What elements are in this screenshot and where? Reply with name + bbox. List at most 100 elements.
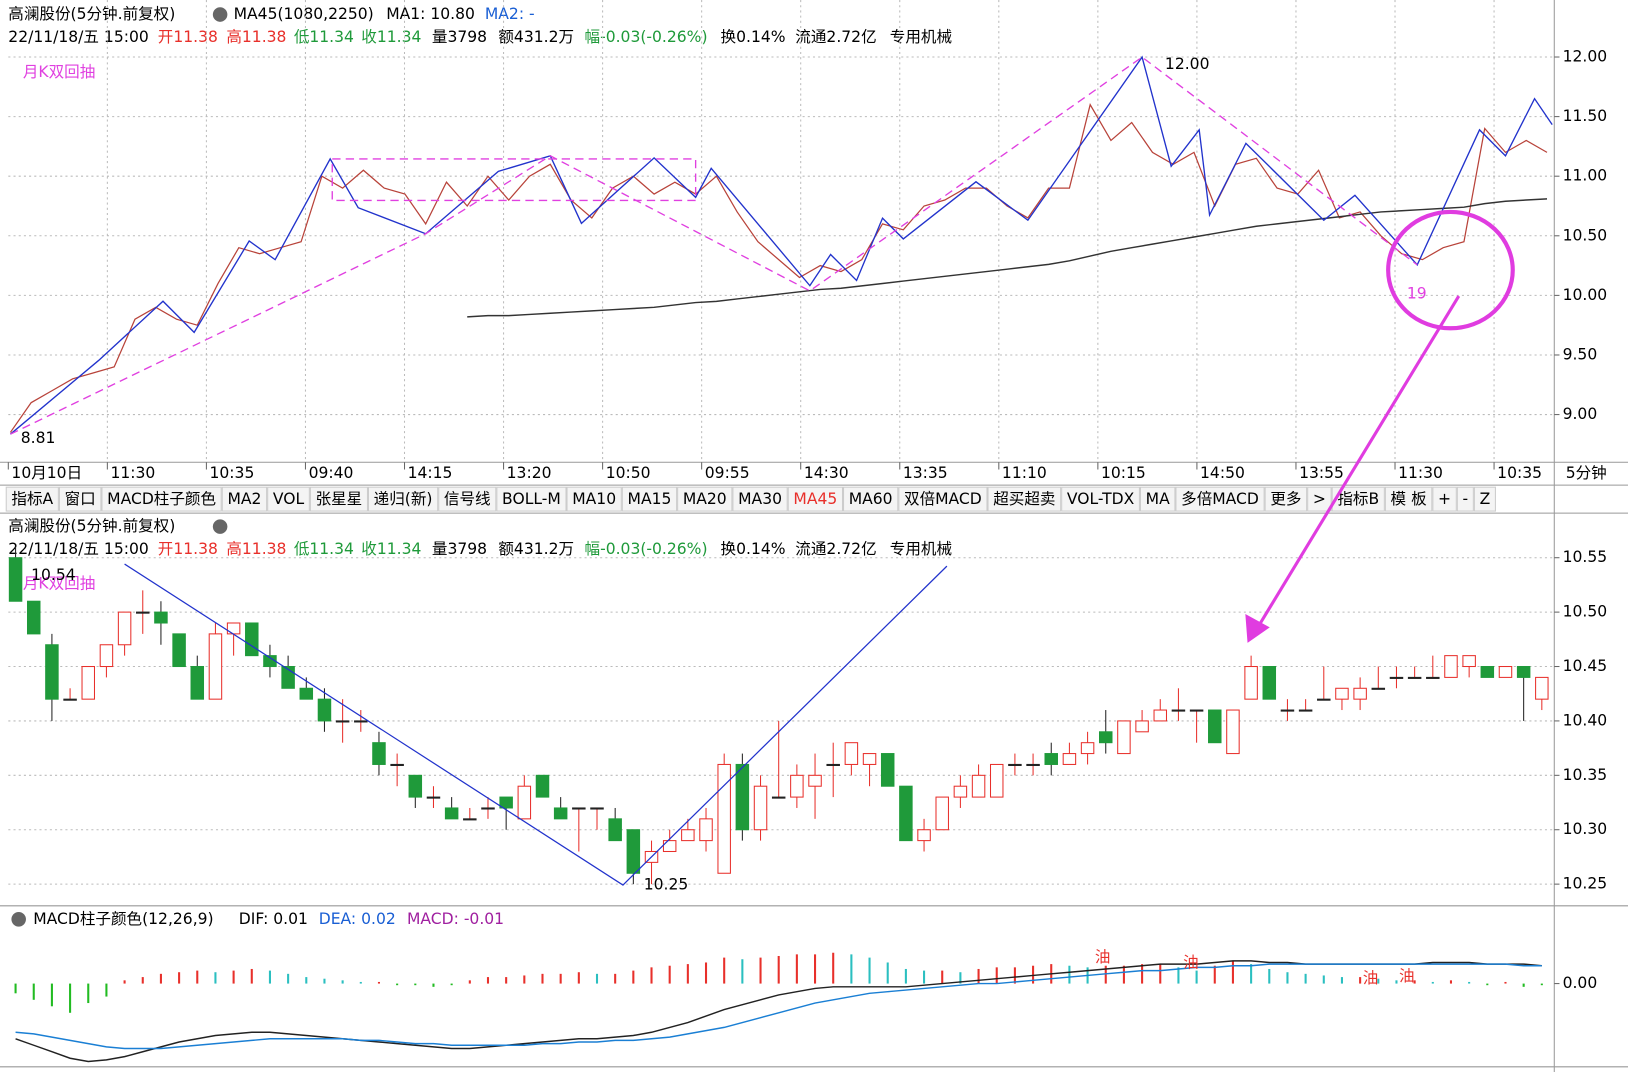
button-label: BOLL-M [502,490,561,508]
toolbar-button[interactable]: 窗口 [58,486,102,512]
toolbar-button[interactable]: MA [1139,486,1176,512]
button-frame [438,486,497,512]
candle-body [1008,763,1022,767]
candle-body [935,796,949,831]
toolbar-button[interactable]: MA60 [843,486,899,512]
candle-body [953,785,968,798]
toolbar-button[interactable]: MA45 [787,486,844,512]
toolbar-button[interactable]: MA20 [677,486,733,512]
button-frame [309,486,368,512]
dea-line [15,963,1542,1050]
candle-body [844,742,859,765]
candle-body [190,665,205,700]
toolbar-button[interactable]: - [1456,486,1474,512]
quote-info: 换0.14% [721,540,786,558]
candle-body [1062,753,1077,765]
button-label: 指标A [11,490,53,508]
macd-label: MACD: -0.01 [407,910,504,928]
x-tick-label: 11:30 [1398,464,1443,482]
x-tick-label: 10:35 [1497,464,1542,482]
button-label: 模 板 [1391,490,1428,508]
x-tick-label: 14:30 [804,464,849,482]
toolbar-button[interactable]: Z [1473,486,1496,512]
candle-body [1426,676,1440,679]
candle-body [971,774,986,798]
signal-annotation: 油 [1183,953,1199,971]
quote-info: 幅-0.03(-0.26%) [585,28,708,46]
toolbar-button[interactable]: MA30 [732,486,788,512]
toolbar-button[interactable]: + [1432,486,1457,512]
button-label: VOL [273,490,305,508]
toolbar-button[interactable]: 递归(新) [367,486,439,512]
button-frame [496,486,567,512]
button-frame [1061,486,1140,512]
button-label: Z [1480,490,1491,508]
dif-line [15,960,1542,1063]
candle-body [81,665,96,700]
button-frame [1139,486,1176,512]
quote-info: 量3798 [432,28,487,46]
candle-body [63,698,77,701]
candle-body [1117,720,1131,755]
candle-body [1498,665,1513,678]
button-label: 更多 [1270,490,1301,508]
toolbar-button[interactable]: 指标A [5,486,59,512]
candle-body [444,807,459,820]
candle-body [590,807,604,810]
candle-body [1135,720,1149,733]
toolbar-button[interactable]: 指标B [1331,486,1385,512]
x-tick-label: 10:15 [1101,464,1146,482]
price-annotation: 12.00 [1165,55,1210,73]
toolbar-button[interactable]: MA2 [221,486,268,512]
quote-info: 幅-0.03(-0.26%) [585,540,708,558]
toolbar-button[interactable]: 多倍MACD [1175,486,1265,512]
toolbar-button[interactable]: VOL [267,486,310,512]
arrow-head [1245,614,1270,643]
button-label: MA45 [793,490,837,508]
button-frame [1175,486,1265,512]
candle-body [735,763,750,831]
candle-body [426,796,441,799]
price-annotation: 8.81 [21,429,56,447]
candle-body [1044,753,1058,765]
candle-body [1444,655,1458,678]
toolbar-button[interactable]: VOL-TDX [1061,486,1140,512]
signal-annotation: 油 [1363,969,1379,987]
toolbar-button[interactable]: 张星星 [309,486,368,512]
candle-body [1389,676,1404,679]
toolbar-button[interactable]: MA10 [566,486,622,512]
button-frame [621,486,678,512]
x-tick-label: 11:10 [1002,464,1047,482]
toolbar-button[interactable]: > [1307,486,1332,512]
x-tick-label: 10:50 [606,464,651,482]
candle-body [1099,731,1113,744]
button-label: MA15 [628,490,672,508]
toolbar-button[interactable]: 更多 [1264,486,1308,512]
button-frame [1331,486,1385,512]
quote-info: 开11.38 [158,540,218,558]
candle-body [1080,742,1095,755]
candle-body [99,644,114,668]
candle-body [226,622,241,635]
quote-info: 收11.34 [361,540,421,558]
toolbar-button[interactable]: MA15 [621,486,678,512]
candle-body [117,611,132,646]
toolbar-button[interactable]: 双倍MACD [898,486,988,512]
toolbar-button[interactable]: 超买超卖 [987,486,1062,512]
candle-body [1480,665,1495,678]
candle-body [681,829,695,842]
button-frame [987,486,1062,512]
candle-body [917,829,931,842]
trend-zigzag [9,55,1553,435]
button-label: MA10 [572,490,616,508]
button-frame [843,486,899,512]
button-label: 张星星 [316,490,363,508]
button-frame [1473,486,1496,512]
button-frame [1384,486,1433,512]
toolbar-button[interactable]: 信号线 [438,486,497,512]
toolbar-button[interactable]: BOLL-M [496,486,567,512]
ma-params: MA45(1080,2250) [234,5,374,23]
toolbar-button[interactable]: 模 板 [1384,486,1433,512]
price-annotation: 10.54 [31,566,76,584]
toolbar-button[interactable]: MACD柱子颜色 [101,486,222,512]
